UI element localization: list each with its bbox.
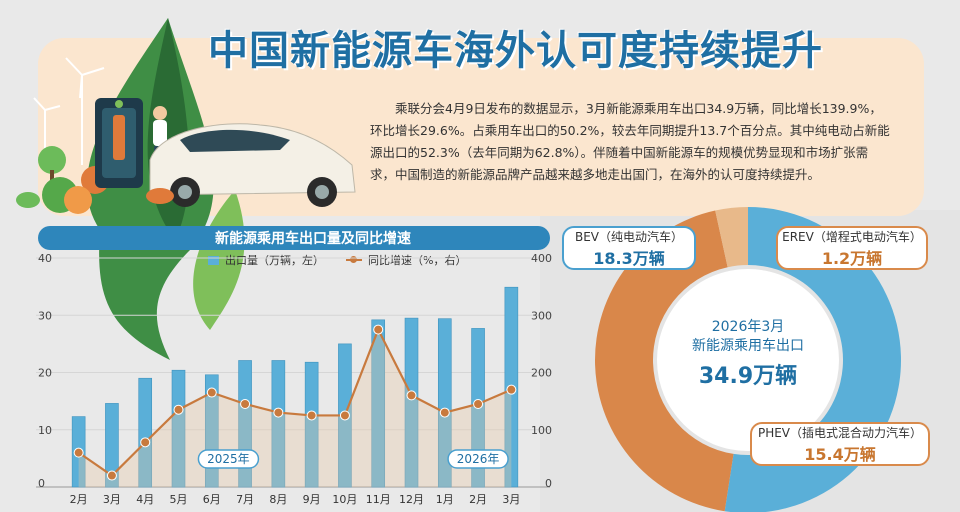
x-tick-label: 12月 [399,493,424,506]
x-tick-label: 2月 [469,493,487,506]
growth-point [339,410,350,421]
bar-export [271,360,286,488]
growth-point [306,410,317,421]
growth-point [473,398,484,409]
x-tick-label: 5月 [170,493,188,506]
pie-center-caption: 新能源乘用车出口 [692,338,804,354]
x-tick-label: 10月 [332,493,357,506]
y-left-tick: 10 [38,424,52,437]
growth-area [78,329,512,487]
phev-label: PHEV（插电式混合动力汽车） [757,426,923,440]
bar-export [437,318,452,488]
year-label: 2025年 [207,452,250,466]
bev-value: 18.3万辆 [593,249,665,268]
bar-export [171,369,186,488]
x-tick-label: 3月 [502,493,520,506]
page-title: 中国新能源车海外认可度持续提升 [208,28,823,74]
x-tick-label: 9月 [303,493,321,506]
bev-label: BEV（纯电动汽车） [574,230,684,244]
growth-line [78,326,512,477]
y-right-tick: 300 [531,309,552,322]
legend-line-label: 同比增速（%，右） [368,254,467,267]
x-tick-label: 2月 [70,493,88,506]
chart-legend: 出口量（万辆，左） 同比增速（%，右） [208,252,466,268]
legend-bar-swatch [208,255,219,265]
legend-bar-label: 出口量（万辆，左） [225,254,324,267]
y-left-tick: 40 [38,252,52,265]
x-tick-label: 6月 [203,493,221,506]
growth-point [273,407,284,418]
y-right-tick: 400 [531,252,552,265]
erev-value: 1.2万辆 [821,249,883,268]
bev-callout: BEV（纯电动汽车） 18.3万辆 [562,226,696,270]
pie-slice [715,207,748,268]
y-right-tick: 100 [531,424,552,437]
y-right-tick: 0 [545,477,552,490]
growth-point [206,387,217,398]
bar-export [138,377,153,488]
chart-title: 新能源乘用车出口量及同比增速 [215,231,411,247]
bar-export [304,361,319,488]
pie-center-disc [657,269,839,451]
year-badge [197,449,260,469]
pie-slice [595,210,734,512]
year-label: 2026年 [457,452,500,466]
erev-label: EREV（增程式电动汽车） [782,230,922,244]
growth-point [173,404,184,415]
phev-value: 15.4万辆 [804,445,876,464]
bar-export [404,317,419,488]
x-tick-label: 8月 [269,493,287,506]
y-left-tick: 30 [38,309,52,322]
y-right-tick: 200 [531,367,552,380]
chart-header-bar [38,226,550,250]
year-badge [447,449,509,469]
growth-point [106,470,117,481]
pie-center-total: 34.9万辆 [698,364,798,389]
phev-callout: PHEV（插电式混合动力汽车） 15.4万辆 [750,422,930,466]
growth-point [506,384,517,395]
legend-line-swatch [346,256,362,263]
bar-export [371,319,386,488]
pie-center-date: 2026年3月 [711,319,785,335]
x-tick-label: 7月 [236,493,254,506]
pie-center-text: 2026年3月 新能源乘用车出口 34.9万辆 [658,318,838,390]
x-tick-label: 3月 [103,493,121,506]
intro-text: 乘联分会4月9日发布的数据显示，3月新能源乘用车出口34.9万辆，同比增长139… [370,100,890,182]
x-tick-label: 4月 [136,493,154,506]
x-tick-label: 1月 [436,493,454,506]
bar-export [105,403,119,488]
erev-callout: EREV（增程式电动汽车） 1.2万辆 [776,226,928,270]
growth-point [240,398,251,409]
growth-point [73,447,84,458]
growth-point [439,407,450,418]
y-left-tick: 20 [38,367,52,380]
growth-point [140,437,151,448]
y-left-tick: 0 [38,477,45,490]
x-tick-label: 11月 [366,493,391,506]
growth-point [373,324,384,335]
growth-point [406,390,417,401]
